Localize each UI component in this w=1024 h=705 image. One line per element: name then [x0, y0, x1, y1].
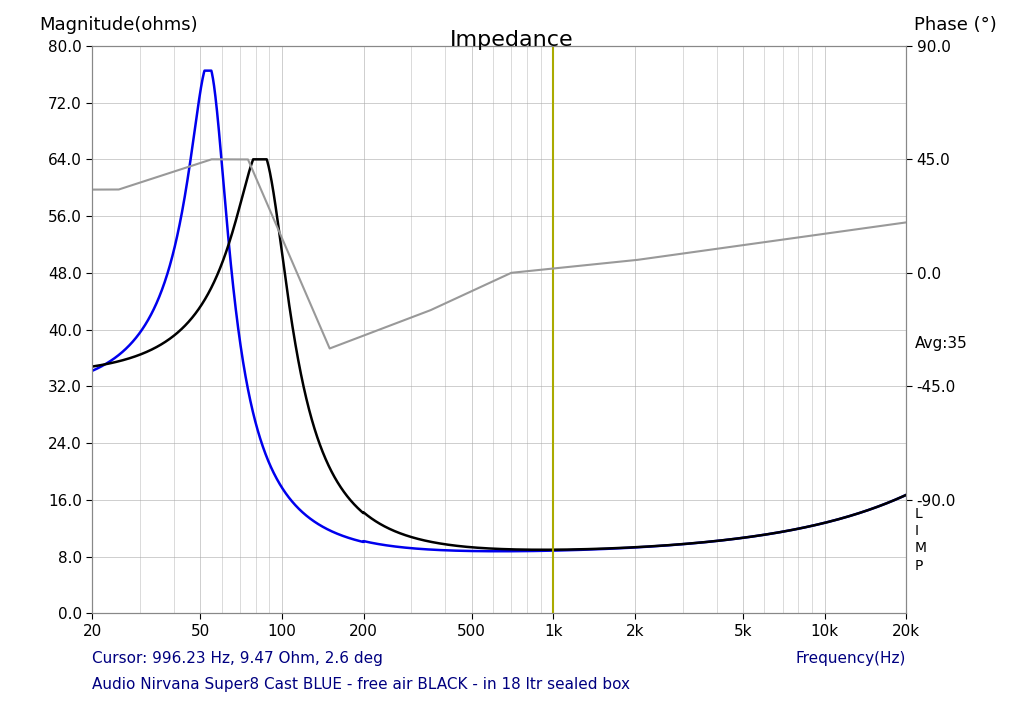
Text: Audio Nirvana Super8 Cast BLUE - free air BLACK - in 18 ltr sealed box: Audio Nirvana Super8 Cast BLUE - free ai… [92, 678, 630, 692]
Text: Frequency(Hz): Frequency(Hz) [796, 651, 906, 666]
Text: Avg:35: Avg:35 [914, 336, 967, 351]
Text: Cursor: 996.23 Hz, 9.47 Ohm, 2.6 deg: Cursor: 996.23 Hz, 9.47 Ohm, 2.6 deg [92, 651, 383, 666]
Text: L
I
M
P: L I M P [914, 507, 927, 572]
Text: Phase (°): Phase (°) [914, 16, 997, 35]
Text: Magnitude(ohms): Magnitude(ohms) [39, 16, 198, 35]
Text: Impedance: Impedance [451, 30, 573, 49]
